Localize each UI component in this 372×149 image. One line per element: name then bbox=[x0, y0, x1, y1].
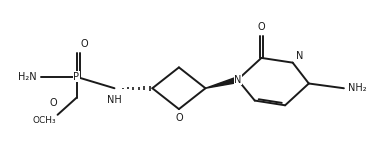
Text: O: O bbox=[175, 113, 183, 123]
Text: P: P bbox=[73, 72, 79, 82]
Text: O: O bbox=[257, 22, 265, 32]
Text: OCH₃: OCH₃ bbox=[32, 116, 56, 125]
Text: N: N bbox=[234, 75, 241, 85]
Polygon shape bbox=[205, 77, 238, 88]
Text: O: O bbox=[80, 39, 88, 49]
Text: O: O bbox=[50, 98, 58, 108]
Text: NH₂: NH₂ bbox=[348, 83, 366, 93]
Text: H₂N: H₂N bbox=[18, 72, 37, 82]
Text: NH: NH bbox=[107, 95, 122, 105]
Text: N: N bbox=[296, 51, 304, 61]
